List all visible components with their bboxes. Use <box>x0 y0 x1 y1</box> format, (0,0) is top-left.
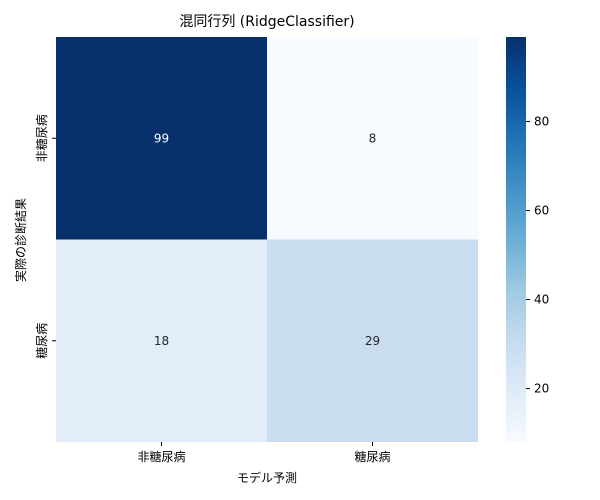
heatmap-cell <box>267 239 478 442</box>
heatmap-cells <box>56 37 478 442</box>
colorbar-tick-label: 40 <box>534 293 549 307</box>
y-tick-label: 非糖尿病 <box>34 114 49 162</box>
cell-value-label: 18 <box>154 334 169 348</box>
heatmap-cell <box>56 37 267 240</box>
cell-value-labels: 99 8 18 29 <box>154 131 380 348</box>
colorbar-tick-label: 60 <box>534 204 549 218</box>
colorbar-tick-label: 20 <box>534 382 549 396</box>
x-axis-ticks: 非糖尿病 糖尿病 <box>137 442 391 464</box>
cell-value-label: 99 <box>154 131 169 145</box>
cell-value-label: 8 <box>369 131 377 145</box>
heatmap-cell <box>267 37 478 240</box>
colorbar-tick-label: 80 <box>534 115 549 129</box>
x-tick-label: 糖尿病 <box>354 449 390 464</box>
colorbar <box>506 37 526 442</box>
x-tick-label: 非糖尿病 <box>137 449 185 464</box>
cell-value-label: 29 <box>365 334 380 348</box>
x-axis-label: モデル予測 <box>237 470 297 485</box>
chart-title: 混同行列 (RidgeClassifier) <box>179 14 354 30</box>
heatmap-cell <box>56 239 267 442</box>
y-tick-label: 糖尿病 <box>34 323 49 359</box>
colorbar-ticks: 20 40 60 80 <box>526 115 549 396</box>
y-axis-label: 実際の診断結果 <box>13 198 28 282</box>
